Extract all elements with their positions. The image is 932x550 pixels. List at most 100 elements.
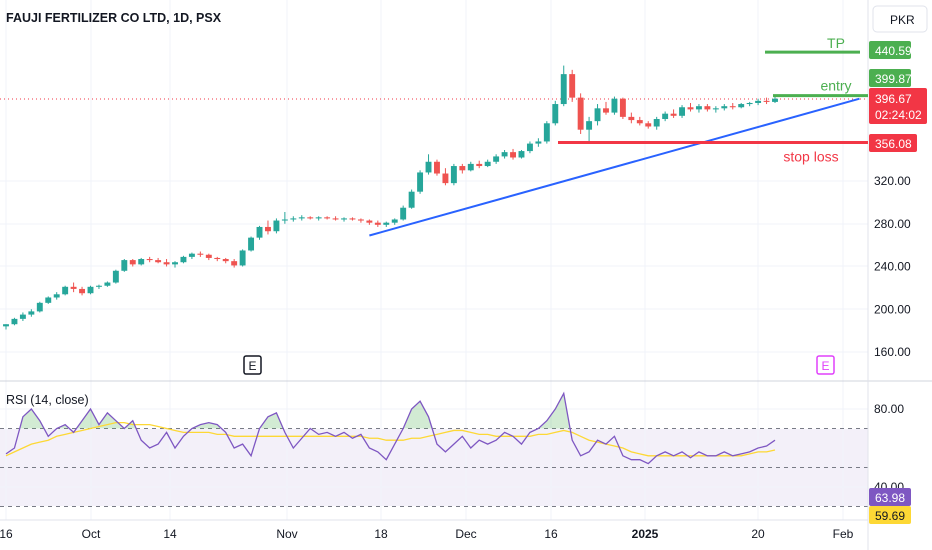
candle	[95, 284, 102, 289]
candle	[70, 282, 77, 293]
time-tick: 20	[751, 527, 765, 541]
candle	[510, 148, 516, 160]
candle	[721, 104, 728, 111]
candle	[679, 105, 686, 118]
rsi-value: 63.98	[875, 491, 905, 505]
candle	[619, 97, 626, 120]
candle	[265, 220, 271, 235]
candle	[450, 163, 457, 186]
candle	[493, 154, 500, 164]
last-price-value: 396.67	[875, 92, 912, 106]
stop-loss-badge: 356.08	[869, 134, 917, 152]
candle	[222, 257, 229, 264]
countdown: 02:24:02	[875, 108, 922, 122]
candle	[155, 257, 162, 264]
candle	[763, 97, 770, 105]
candle	[526, 141, 533, 154]
candle	[552, 100, 559, 126]
tp-value: 440.59	[875, 44, 912, 58]
trendline[interactable]	[369, 97, 860, 237]
tp-label: TP	[827, 35, 845, 51]
price-tick: 160.00	[874, 345, 911, 359]
last-price-badge: 396.67 02:24:02	[869, 88, 927, 124]
candle	[746, 101, 753, 107]
candle	[28, 309, 35, 317]
candle	[645, 121, 652, 129]
candle	[417, 170, 424, 194]
candle	[755, 98, 762, 106]
time-tick: Oct	[82, 527, 101, 541]
candle	[163, 259, 170, 267]
time-tick: 18	[374, 527, 388, 541]
chart-title: FAUJI FERTILIZER CO LTD, 1D, PSX	[6, 11, 222, 25]
candle	[366, 219, 373, 225]
candle	[603, 101, 609, 115]
candle	[434, 159, 440, 176]
candle	[400, 205, 407, 221]
candle	[121, 259, 128, 272]
candle	[3, 324, 9, 330]
candle	[484, 159, 491, 168]
rsi-levels	[0, 428, 868, 507]
candle	[45, 296, 52, 304]
candle	[611, 96, 618, 115]
candle	[467, 161, 474, 172]
stop-loss-label: stop loss	[783, 148, 838, 164]
candle	[324, 216, 331, 220]
earnings-marker-label: E	[248, 359, 256, 373]
candle	[383, 221, 390, 227]
candle	[695, 104, 702, 113]
candle	[738, 102, 745, 109]
time-axis[interactable]: 16 Oct 14 Nov 18 Dec 16 2025 20 Feb	[0, 527, 854, 541]
stop-loss-value: 356.08	[875, 137, 912, 151]
price-tick: 200.00	[874, 302, 911, 316]
candle	[239, 249, 246, 267]
earnings-marker-future-label: E	[821, 359, 829, 373]
time-tick: 14	[163, 527, 177, 541]
candle	[653, 116, 660, 130]
rsi-title: RSI (14, close)	[6, 393, 89, 407]
candle	[543, 121, 550, 144]
candle	[704, 104, 711, 112]
candle	[586, 116, 593, 142]
candle	[62, 285, 69, 296]
time-tick: 16	[0, 527, 13, 541]
candle	[341, 217, 347, 222]
candle	[569, 69, 576, 102]
candle	[670, 109, 677, 118]
candle	[560, 65, 567, 107]
earnings-marker[interactable]: E	[243, 355, 262, 375]
tp-badge: 440.59	[869, 41, 912, 59]
candle	[712, 106, 719, 113]
rsi-value-badge: 63.98	[869, 488, 911, 506]
candle	[290, 216, 297, 222]
candle	[374, 220, 381, 227]
candle	[146, 256, 153, 263]
rsi-ma-value: 59.69	[875, 509, 905, 523]
candle	[307, 216, 314, 220]
candle	[476, 160, 483, 169]
rsi-overbought-fill	[19, 393, 571, 429]
candle	[129, 259, 136, 267]
candle	[315, 216, 322, 221]
currency-button[interactable]: PKR	[872, 5, 928, 33]
candle	[87, 285, 94, 295]
rsi-ma-badge: 59.69	[869, 506, 911, 524]
candle	[36, 301, 43, 313]
candle	[442, 168, 449, 186]
price-axis[interactable]: 320.00 280.00 240.00 200.00 160.00	[874, 174, 911, 359]
candle	[19, 312, 26, 322]
candle	[188, 252, 195, 260]
candle	[273, 218, 280, 234]
candle	[248, 236, 255, 252]
candle	[205, 253, 212, 261]
entry-label: entry	[820, 78, 851, 94]
candle	[231, 259, 238, 268]
candle	[180, 255, 187, 264]
earnings-marker-future[interactable]: E	[816, 355, 835, 375]
candle	[138, 257, 145, 266]
candle	[214, 256, 221, 262]
candle	[79, 286, 86, 296]
